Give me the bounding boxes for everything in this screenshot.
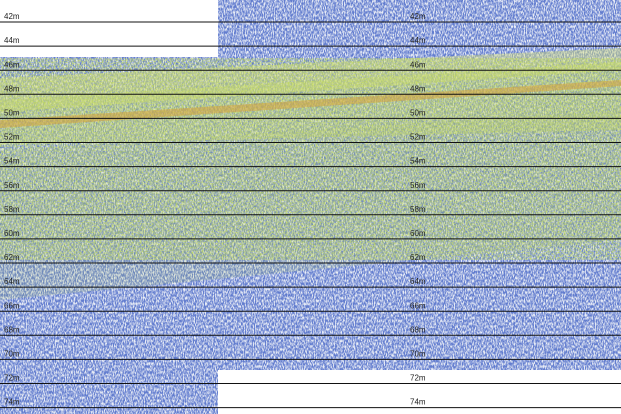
depth-label-center: 72m bbox=[410, 374, 426, 383]
depth-label-center: 64m bbox=[410, 277, 426, 286]
depth-label-left: 52m bbox=[4, 133, 20, 142]
depth-label-left: 72m bbox=[4, 374, 20, 383]
depth-label-center: 58m bbox=[410, 205, 426, 214]
depth-label-center: 60m bbox=[410, 229, 426, 238]
depth-label-left: 74m bbox=[4, 398, 20, 407]
depth-label-center: 62m bbox=[410, 253, 426, 262]
depth-label-center: 66m bbox=[410, 301, 426, 310]
depth-label-left: 66m bbox=[4, 301, 20, 310]
depth-grid: 42m 42m 44m 44m 46m 46m 48m 48m 50m 50m 52m 52m 54m 5… bbox=[0, 12, 621, 409]
depth-label-left: 44m bbox=[4, 36, 20, 45]
depth-label-center: 54m bbox=[410, 157, 426, 166]
depth-label-center: 56m bbox=[410, 181, 426, 190]
depth-label-center: 42m bbox=[410, 12, 426, 21]
depth-label-left: 68m bbox=[4, 325, 20, 334]
depth-label-center: 52m bbox=[410, 133, 426, 142]
depth-label-left: 54m bbox=[4, 157, 20, 166]
depth-label-center: 48m bbox=[410, 84, 426, 93]
depth-label-left: 42m bbox=[4, 12, 20, 21]
depth-label-left: 46m bbox=[4, 60, 20, 69]
depth-label-left: 60m bbox=[4, 229, 20, 238]
depth-label-left: 58m bbox=[4, 205, 20, 214]
depth-label-center: 70m bbox=[410, 350, 426, 359]
depth-label-center: 46m bbox=[410, 60, 426, 69]
depth-label-center: 68m bbox=[410, 325, 426, 334]
depth-label-left: 70m bbox=[4, 350, 20, 359]
depth-label-left: 56m bbox=[4, 181, 20, 190]
depth-label-center: 50m bbox=[410, 109, 426, 118]
depth-label-left: 50m bbox=[4, 109, 20, 118]
depth-label-left: 48m bbox=[4, 84, 20, 93]
depth-label-left: 62m bbox=[4, 253, 20, 262]
depth-label-left: 64m bbox=[4, 277, 20, 286]
depth-label-center: 44m bbox=[410, 36, 426, 45]
depth-label-center: 74m bbox=[410, 398, 426, 407]
